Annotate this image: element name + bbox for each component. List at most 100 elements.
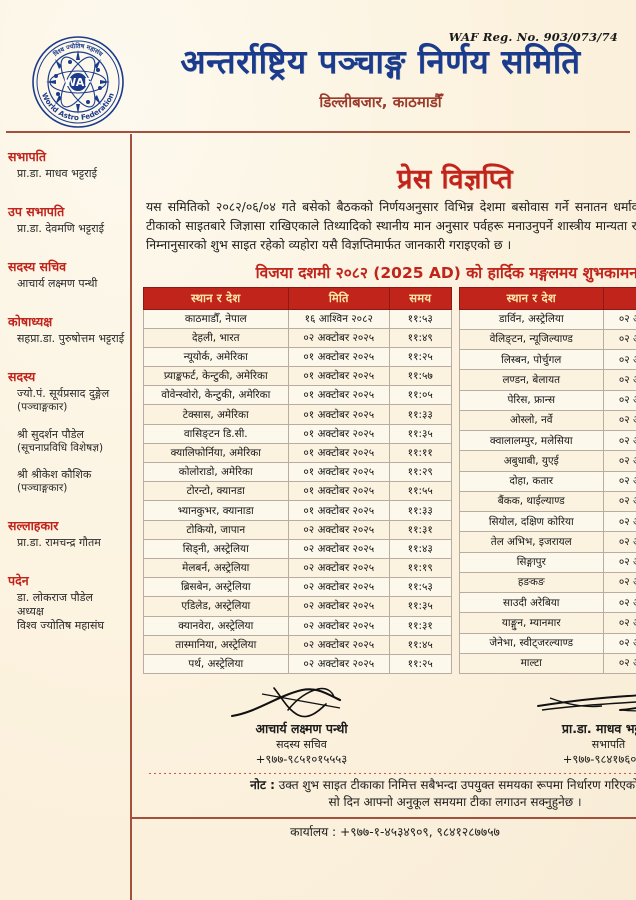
signature-image-left (148, 682, 455, 722)
sidebar-subtitle: (पञ्चाङ्गकार) (17, 401, 68, 414)
sidebar-name: श्री सुदर्शन पौडेल (17, 427, 84, 441)
table-header-row: स्थान र देश मिति समय (143, 286, 452, 310)
cell-time: ११:३३ (388, 404, 452, 425)
header-divider (6, 131, 630, 133)
cell-place: कोलोराडो, अमेरिका (143, 462, 289, 483)
cell-time: ११:३५ (388, 596, 452, 617)
footer-note: नोट : उक्त शुभ साइत टीकाका निमित्त सबैभन… (142, 777, 636, 812)
cell-date: ०२ अक्टोबर २०२५ (603, 592, 636, 614)
festival-greeting: विजया दशमी २०८२ (2025 AD) को हार्दिक मङ्… (255, 263, 636, 282)
cell-date: ०१ अक्टोबर २०२५ (287, 500, 390, 521)
table-row: वेलिङ्टन, न्यूजिल्याण्ड०२ अक्टोबर २०२५११… (458, 328, 636, 351)
sidebar-role: सदस्य (8, 369, 36, 385)
signatory-name: प्रा.डा. माधव भट्टराई (561, 721, 636, 737)
timing-table-right: स्थान र देश मिति समय डार्विन, अस्ट्रेलिय… (458, 286, 636, 675)
sidebar-block: सभापति प्रा.डा. माधव भट्टराई (8, 148, 126, 181)
cell-place: लण्डन, बेलायत (458, 369, 605, 391)
sidebar-name: श्री श्रीकेश कौशिक (17, 467, 92, 481)
cell-date: ०२ अक्टोबर २०२५ (287, 653, 390, 675)
cell-time: ११:३५ (388, 423, 452, 444)
cell-place: पेरिस, फ्रान्स (458, 389, 605, 411)
cell-time: ११:१९ (388, 557, 452, 579)
cell-date: ०१ अक्टोबर २०२५ (287, 423, 390, 444)
cell-place: पर्थ, अस्ट्रेलिया (143, 653, 289, 675)
cell-place: तेल अभिभ, इजरायल (458, 531, 605, 553)
signatory-name: आचार्य लक्ष्मण पन्थी (255, 721, 348, 737)
note-line-1: उक्त शुभ साइत टीकाका निमित्त सबैभन्दा उप… (278, 778, 636, 793)
cell-time: ११:३३ (388, 500, 452, 521)
table-row: न्यूयोर्क, अमेरिका ०१ अक्टोबर २०२५ ११:२५ (143, 346, 452, 368)
document-body: सभापति प्रा.डा. माधव भट्टराई उप सभापति प… (0, 134, 636, 900)
sidebar-subtitle: (पञ्चाङ्गकार) (17, 481, 68, 494)
cell-place: याङ्गुन, म्यानमार (458, 612, 605, 634)
table-row: कोलोराडो, अमेरिका ०१ अक्टोबर २०२५ ११:२९ (143, 462, 452, 483)
cell-place: वोवेन्स्वोरो, केन्टुकी, अमेरिका (143, 385, 289, 406)
cell-place: ओस्लो, नर्वे (458, 409, 605, 432)
timing-table-right-body: डार्विन, अस्ट्रेलिया०२ अक्टोबर २०२५११:४७… (458, 308, 636, 675)
cell-place: दोहा, कतार (458, 470, 605, 492)
table-row: एडिलेड, अस्ट्रेलिया ०२ अक्टोबर २०२५ ११:३५ (143, 596, 452, 617)
cell-time: ११:५५ (388, 481, 452, 502)
cell-place: सियोल, दक्षिण कोरिया (458, 511, 605, 533)
sidebar-subtitle: (सूचनाप्रविधि विशेषज्ञ) (17, 441, 104, 454)
sidebar-block: श्री सुदर्शन पौडेल (सूचनाप्रविधि विशेषज्… (8, 428, 126, 455)
table-row: तास्मानिया, अस्ट्रेलिया ०२ अक्टोबर २०२५ ११… (143, 634, 452, 655)
cell-place: प्र्याङ्कफर्ट, केन्टुकी, अमेरिका (143, 366, 289, 387)
organization-address: डिल्लीबजार, काठमाडौँ (319, 93, 442, 111)
table-row: साउदी अरेबिया०२ अक्टोबर २०२५१०:५५ (458, 592, 636, 614)
cell-date: ०२ अक्टोबर २०२५ (603, 349, 636, 371)
cell-date: ०२ अक्टोबर २०२५ (287, 577, 390, 598)
table-row: दोहा, कतार०२ अक्टोबर २०२५१०:१३ (458, 470, 636, 492)
signatory-role: सदस्य सचिव (276, 738, 327, 752)
cell-date: ०२ अक्टोबर २०२५ (603, 551, 636, 573)
table-row: बैंकक, थाईल्याण्ड०२ अक्टोबर २०२५१०:४५ (458, 490, 636, 513)
table-row: पेरिस, फ्रान्स०२ अक्टोबर २०२५०९:५७ (458, 389, 636, 411)
cell-date: ०१ अक्टोबर २०२५ (287, 366, 390, 387)
table-row: वासिङ्टन डि.सी. ०१ अक्टोबर २०२५ ११:३५ (143, 423, 452, 444)
cell-place: भ्यानकुभर, क्यानाडा (143, 500, 289, 521)
sidebar-role: पदेन (8, 573, 29, 588)
cell-time: ११:२५ (388, 653, 452, 675)
table-row: टेक्सास, अमेरिका ०१ अक्टोबर २०२५ ११:३३ (143, 404, 452, 425)
signature-image-right (455, 682, 636, 722)
cell-place: टोरन्टो, क्यानडा (143, 481, 289, 502)
table-row: काठमाडौँ, नेपाल १६ आश्विन २०८२ ११:५३ (143, 308, 452, 329)
table-row: देहली, भारत ०२ अक्टोबर २०२५ ११:४९ (143, 327, 452, 348)
cell-date: ०२ अक्टोबर २०२५ (603, 652, 636, 675)
waf-registration-number: WAF Reg. No. 903/073/74 (448, 30, 618, 44)
cell-date: ०१ अक्टोबर २०२५ (287, 481, 390, 502)
sidebar-block: सदस्य ज्यो.पं. सूर्यप्रसाद दुङ्गेल (पञ्च… (8, 368, 126, 414)
column-header-place: स्थान र देश (143, 286, 289, 310)
sidebar-role: कोषाध्यक्ष (8, 314, 53, 330)
sidebar-name: सहप्रा.डा. पुरुषोत्तम भट्टराई (17, 332, 125, 346)
cell-date: ०२ अक्टोबर २०२५ (603, 389, 636, 411)
document-date: मिति : २०८२/०६/०४ (142, 140, 636, 158)
cell-place: सिड्नी, अस्ट्रेलिया (143, 538, 289, 559)
world-astro-federation-logo-icon: WAF विश्व ज्योतिष महासंघ World Astro Fed… (28, 32, 128, 132)
table-header-row: स्थान र देश मिति समय (458, 286, 636, 310)
sidebar-name: प्रा.डा. देवमणि भट्टराई (17, 222, 105, 236)
cell-time: ११:४३ (388, 538, 452, 559)
note-label: नोट : (250, 778, 275, 793)
cell-time: ११:५७ (388, 366, 452, 387)
table-row: टोरन्टो, क्यानडा ०१ अक्टोबर २०२५ ११:५५ (143, 481, 452, 502)
signature-block: आचार्य लक्ष्मण पन्थी सदस्य सचिव +९७७-९८५… (142, 682, 636, 767)
footer-divider (132, 816, 636, 819)
table-row: ब्रिसबेन, अस्ट्रेलिया ०२ अक्टोबर २०२५ ११:५… (143, 577, 452, 598)
column-header-date: मिति (603, 286, 636, 310)
tika-timing-tables: स्थान र देश मिति समय काठमाडौँ, नेपाल १६ आ… (142, 286, 636, 675)
table-row: वोवेन्स्वोरो, केन्टुकी, अमेरिका ०१ अक्टोब… (143, 385, 452, 406)
timing-table-left: स्थान र देश मिति समय काठमाडौँ, नेपाल १६ आ… (143, 286, 452, 675)
cell-date: ०२ अक्टोबर २०२५ (287, 538, 390, 559)
cell-time: ११:२९ (388, 462, 452, 483)
table-row: क्वालालम्पुर, मलेसिया०२ अक्टोबर २०२५११:१… (458, 430, 636, 452)
cell-time: ११:४९ (388, 327, 452, 348)
signatory-phone: +९७७-९८४१७६०२९९ (562, 752, 636, 767)
sidebar-block: कोषाध्यक्ष सहप्रा.डा. पुरुषोत्तम भट्टराई (8, 313, 126, 346)
table-row: क्यानवेरा, अस्ट्रेलिया ०२ अक्टोबर २०२५ ११:… (143, 615, 452, 636)
cell-place: देहली, भारत (143, 327, 289, 348)
